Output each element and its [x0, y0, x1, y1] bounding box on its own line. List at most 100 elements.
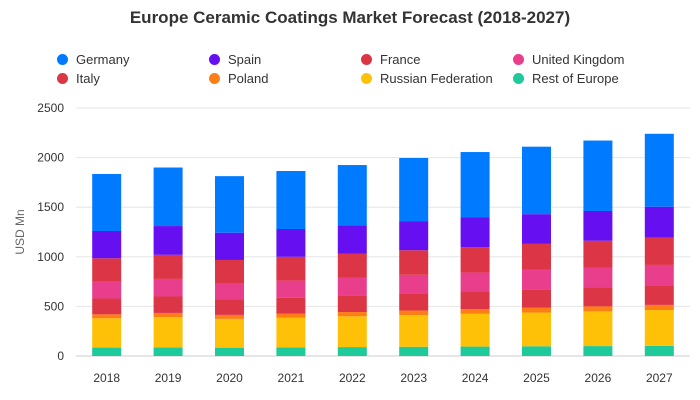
bar-spain-2024[interactable] [460, 217, 490, 248]
bar-russian-federation-2018[interactable] [92, 318, 122, 348]
bar-germany-2023[interactable] [399, 157, 429, 222]
x-tick-label: 2018 [93, 371, 120, 385]
bar-italy-2023[interactable] [399, 293, 429, 311]
legend-item-rest-of-europe[interactable]: Rest of Europe [513, 71, 619, 86]
bar-poland-2025[interactable] [522, 307, 551, 313]
bar-france-2021[interactable] [276, 256, 306, 281]
bar-spain-2026[interactable] [583, 210, 613, 241]
x-tick-label: 2024 [462, 371, 489, 385]
bar-russian-federation-2027[interactable] [644, 310, 674, 346]
bar-united-kingdom-2024[interactable] [460, 272, 490, 292]
bar-poland-2020[interactable] [215, 314, 244, 319]
bar-spain-2019[interactable] [153, 226, 183, 255]
y-tick-label: 0 [57, 349, 64, 363]
bar-italy-2021[interactable] [276, 297, 306, 314]
bar-italy-2022[interactable] [337, 295, 367, 313]
bar-germany-2021[interactable] [276, 170, 306, 230]
bar-rest-of-europe-2023[interactable] [399, 346, 429, 356]
bar-russian-federation-2023[interactable] [399, 315, 429, 347]
bar-spain-2022[interactable] [337, 225, 367, 254]
bar-poland-2019[interactable] [153, 312, 183, 318]
bar-russian-federation-2020[interactable] [215, 318, 244, 348]
bar-spain-2023[interactable] [399, 221, 429, 251]
bar-italy-2020[interactable] [215, 299, 244, 315]
bar-russian-federation-2021[interactable] [276, 317, 306, 348]
legend-label: Russian Federation [380, 71, 493, 86]
bar-rest-of-europe-2025[interactable] [522, 346, 551, 356]
bar-russian-federation-2022[interactable] [337, 316, 367, 348]
bar-germany-2024[interactable] [460, 152, 490, 218]
bar-italy-2027[interactable] [644, 285, 674, 305]
bar-germany-2020[interactable] [215, 176, 244, 233]
bar-france-2019[interactable] [153, 254, 183, 279]
bar-united-kingdom-2019[interactable] [153, 278, 183, 297]
bar-poland-2022[interactable] [337, 312, 367, 317]
bar-rest-of-europe-2019[interactable] [153, 347, 183, 356]
bar-rest-of-europe-2020[interactable] [215, 347, 244, 356]
legend-swatch [57, 54, 68, 65]
bar-russian-federation-2019[interactable] [153, 317, 183, 348]
bar-germany-2025[interactable] [522, 146, 551, 215]
bar-france-2020[interactable] [215, 259, 244, 283]
bar-poland-2026[interactable] [583, 306, 613, 312]
bar-poland-2018[interactable] [92, 314, 122, 319]
bar-poland-2023[interactable] [399, 310, 429, 316]
bar-spain-2027[interactable] [644, 206, 674, 238]
bar-italy-2019[interactable] [153, 296, 183, 313]
bar-united-kingdom-2022[interactable] [337, 277, 367, 296]
bar-germany-2019[interactable] [153, 167, 183, 227]
bar-germany-2018[interactable] [92, 173, 122, 232]
bar-poland-2021[interactable] [276, 313, 306, 318]
bar-france-2022[interactable] [337, 253, 367, 278]
legend-item-germany[interactable]: Germany [57, 52, 129, 67]
bar-russian-federation-2025[interactable] [522, 312, 551, 347]
bar-italy-2026[interactable] [583, 287, 613, 307]
chart-title: Europe Ceramic Coatings Market Forecast … [129, 8, 571, 27]
bar-poland-2027[interactable] [644, 304, 674, 311]
legend-label: Italy [76, 71, 100, 86]
bar-spain-2020[interactable] [215, 232, 244, 260]
legend-item-united-kingdom[interactable]: United Kingdom [513, 52, 625, 67]
legend-label: France [380, 52, 421, 67]
bar-france-2024[interactable] [460, 247, 490, 273]
bar-spain-2025[interactable] [522, 214, 551, 244]
bar-rest-of-europe-2024[interactable] [460, 346, 490, 356]
legend-item-italy[interactable]: Italy [57, 71, 100, 86]
bar-germany-2027[interactable] [644, 133, 674, 207]
bar-united-kingdom-2025[interactable] [522, 269, 551, 290]
legend-label: Germany [76, 52, 130, 67]
legend-label: Poland [228, 71, 269, 86]
bar-france-2027[interactable] [644, 237, 674, 265]
bar-rest-of-europe-2018[interactable] [92, 347, 122, 356]
legend-item-poland[interactable]: Poland [209, 71, 268, 86]
bar-germany-2022[interactable] [337, 165, 367, 226]
bar-france-2023[interactable] [399, 250, 429, 275]
bar-united-kingdom-2021[interactable] [276, 280, 306, 298]
bar-united-kingdom-2023[interactable] [399, 274, 429, 294]
bar-russian-federation-2024[interactable] [460, 313, 490, 347]
bar-france-2026[interactable] [583, 240, 613, 268]
bar-france-2018[interactable] [92, 258, 122, 282]
bar-france-2025[interactable] [522, 243, 551, 270]
x-tick-label: 2022 [339, 371, 366, 385]
bar-rest-of-europe-2021[interactable] [276, 347, 306, 356]
bar-germany-2026[interactable] [583, 140, 613, 211]
bar-united-kingdom-2020[interactable] [215, 282, 244, 300]
bar-poland-2024[interactable] [460, 309, 490, 314]
bar-spain-2021[interactable] [276, 229, 306, 257]
bar-russian-federation-2026[interactable] [583, 311, 613, 347]
bar-united-kingdom-2027[interactable] [644, 264, 674, 286]
bar-italy-2018[interactable] [92, 298, 122, 315]
bar-rest-of-europe-2026[interactable] [583, 346, 613, 356]
bar-italy-2025[interactable] [522, 289, 551, 308]
legend-item-russian-federation[interactable]: Russian Federation [361, 71, 493, 86]
bar-italy-2024[interactable] [460, 291, 490, 310]
legend-item-spain[interactable]: Spain [209, 52, 261, 67]
bar-spain-2018[interactable] [92, 231, 122, 259]
bar-rest-of-europe-2027[interactable] [644, 345, 674, 356]
bar-rest-of-europe-2022[interactable] [337, 347, 367, 356]
bar-united-kingdom-2018[interactable] [92, 281, 122, 299]
bar-united-kingdom-2026[interactable] [583, 267, 613, 288]
legend-item-france[interactable]: France [361, 52, 420, 67]
